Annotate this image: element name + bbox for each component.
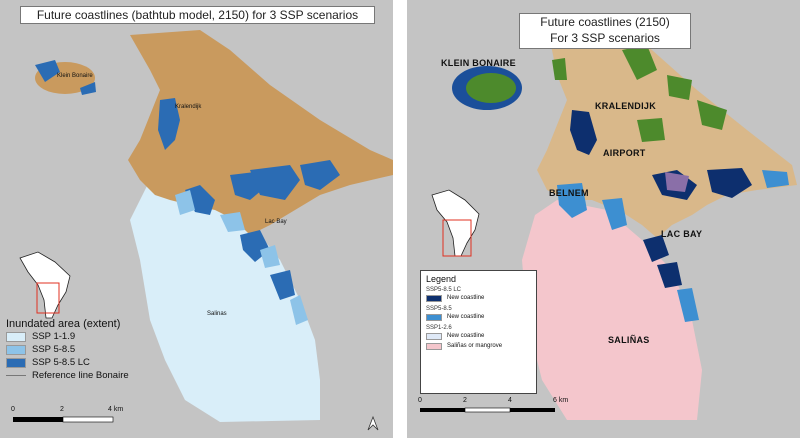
legend-swatch (6, 344, 26, 355)
legend-swatch (426, 332, 442, 340)
legend-item-ssp585: New coastline (426, 312, 536, 322)
scale-bar-segment-3 (510, 408, 555, 412)
legend-line-swatch (6, 375, 26, 376)
right-map-title-line1: Future coastlines (2150) (540, 15, 670, 29)
legend-item-ssp585: SSP 5-8.5 (6, 343, 176, 356)
legend-label: SSP 1-1.9 (32, 331, 76, 342)
klein-bonaire-inundation-east (80, 82, 96, 95)
legend-item-ssp585lc: New coastline (426, 293, 536, 303)
legend-label: New coastline (447, 295, 485, 301)
lac-bay-mangrove (665, 172, 689, 192)
scale-tick-2: 2 (463, 397, 467, 404)
left-map-panel: Future coastlines (bathtub model, 2150) … (0, 0, 393, 438)
label-salinas: Salinas (207, 311, 227, 317)
legend-label: New coastline (447, 314, 485, 320)
label-salinas: SALIÑAS (608, 335, 650, 345)
right-map-title-line2: For 3 SSP scenarios (550, 31, 660, 45)
label-kralendijk: KRALENDIJK (595, 101, 657, 111)
inundation-ssp585lc-areas (158, 98, 340, 300)
legend-label: Saliñas or mangrove (447, 343, 503, 349)
scale-tick-0: 0 (11, 406, 15, 413)
scale-tick-4: 4 (508, 397, 512, 404)
inset-bonaire-outline (19, 251, 71, 319)
legend-title: Inundated area (extent) (6, 318, 121, 330)
klein-bonaire-inundation (35, 60, 60, 82)
legend-label: New coastline (447, 333, 485, 339)
label-airport: AIRPORT (603, 148, 646, 158)
scale-bar-segment-1 (420, 408, 465, 412)
inundation-ssp1-area (130, 180, 320, 422)
inset-extent-box (442, 219, 472, 257)
legend-label: SSP 5-8.5 LC (32, 357, 90, 368)
legend-item-ssp126: New coastline (426, 331, 536, 341)
label-klein-bonaire: KLEIN BONAIRE (441, 58, 516, 68)
legend-item-salinas-mangrove: Saliñas or mangrove (426, 341, 536, 351)
label-kralendijk: Kralendijk (175, 104, 202, 110)
right-map-legend: Legend SSP5-8.5 LC New coastline SSP5-8.… (420, 270, 537, 394)
legend-label: SSP 5-8.5 (32, 344, 76, 355)
scale-tick-2: 2 (60, 406, 64, 413)
legend-swatch (426, 294, 442, 302)
legend-group-heading: SSP5-8.5 (426, 306, 452, 312)
new-coastline-ssp585-areas (557, 170, 789, 322)
left-map-canvas (0, 0, 393, 438)
right-map-canvas (407, 0, 800, 438)
klein-bonaire-vegetation (466, 73, 516, 103)
left-map-title: Future coastlines (bathtub model, 2150) … (20, 6, 375, 24)
legend-item-reference-line: Reference line Bonaire (6, 369, 176, 382)
vegetation-areas (552, 45, 727, 142)
legend-swatch (426, 313, 442, 321)
label-lac-bay: Lac Bay (265, 219, 287, 225)
label-belnem: BELNEM (549, 188, 589, 198)
legend-group-heading: SSP1-2.6 (426, 325, 452, 331)
scale-bar-segment-1 (13, 417, 63, 422)
inset-extent-box (36, 282, 60, 314)
scale-tick-4: 4 km (108, 406, 124, 413)
left-map-legend: Inundated area (extent) SSP 1-1.9 SSP 5-… (6, 318, 176, 382)
legend-item-ssp585lc: SSP 5-8.5 LC (6, 356, 176, 369)
inundation-ssp585-areas (175, 190, 308, 325)
right-map-title: Future coastlines (2150) For 3 SSP scena… (519, 13, 691, 49)
north-arrow-icon (367, 415, 379, 431)
legend-swatch (6, 331, 26, 342)
label-lac-bay: LAC BAY (661, 229, 703, 239)
scale-tick-0: 0 (418, 397, 422, 404)
scale-bar-segment-2 (464, 407, 511, 413)
legend-group-heading: SSP5-8.5 LC (426, 287, 462, 293)
legend-swatch (426, 342, 442, 350)
legend-swatch (6, 357, 26, 368)
legend-title: Legend (426, 274, 457, 284)
scale-bar-segment-2 (62, 416, 114, 423)
label-klein-bonaire: Klein Bonaire (57, 73, 93, 79)
legend-label: Reference line Bonaire (32, 370, 129, 381)
right-map-panel: Future coastlines (2150) For 3 SSP scena… (407, 0, 800, 438)
scale-tick-6: 6 km (553, 397, 569, 404)
legend-item-ssp1: SSP 1-1.9 (6, 330, 176, 343)
